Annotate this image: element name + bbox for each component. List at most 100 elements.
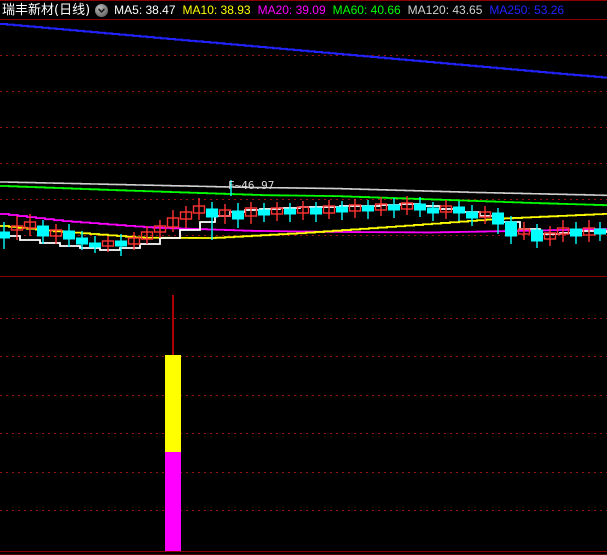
legend-ma20: MA20: 39.09 bbox=[257, 3, 326, 17]
gridline bbox=[0, 510, 607, 511]
candle-body bbox=[453, 206, 465, 214]
gridline bbox=[0, 395, 607, 396]
gridline bbox=[0, 91, 607, 92]
candle bbox=[362, 200, 374, 219]
candle bbox=[206, 202, 218, 240]
candle-body bbox=[336, 206, 348, 213]
candle bbox=[296, 201, 310, 220]
price-annotation: F~46.97 bbox=[228, 179, 275, 192]
candle bbox=[478, 206, 492, 224]
header-separator bbox=[0, 19, 607, 20]
candle-body bbox=[310, 207, 322, 215]
candle-body bbox=[284, 208, 296, 215]
candle-body bbox=[153, 225, 167, 233]
candle bbox=[179, 206, 193, 228]
ma10-line bbox=[0, 212, 607, 239]
lower-segment bbox=[165, 452, 181, 551]
candle-body bbox=[23, 221, 37, 229]
candle-body bbox=[322, 205, 336, 214]
candle-body bbox=[517, 228, 531, 235]
candle bbox=[0, 222, 10, 249]
candle-body bbox=[179, 211, 193, 220]
candle bbox=[232, 203, 244, 228]
candle bbox=[400, 196, 414, 215]
candle-body bbox=[296, 206, 310, 214]
candle bbox=[76, 231, 88, 250]
candle-body bbox=[127, 237, 141, 245]
main-price-pane[interactable] bbox=[0, 20, 607, 276]
candle-body bbox=[505, 221, 517, 237]
main-pane-bottom-border bbox=[0, 276, 607, 277]
legend-ma60: MA60: 40.66 bbox=[332, 3, 401, 17]
candle bbox=[89, 236, 101, 253]
candle-body bbox=[543, 232, 557, 240]
candle-body bbox=[492, 212, 504, 225]
candle-body bbox=[258, 209, 270, 216]
candle-body bbox=[0, 231, 10, 239]
price-series-layer bbox=[0, 23, 607, 256]
gridline bbox=[0, 199, 607, 200]
upper-segment bbox=[165, 355, 181, 452]
candle bbox=[140, 226, 154, 244]
candle bbox=[37, 220, 49, 244]
candle bbox=[505, 216, 517, 244]
candle bbox=[594, 222, 606, 241]
candle-body bbox=[37, 225, 49, 237]
indicator-bar-layer bbox=[165, 295, 181, 551]
gridline bbox=[0, 127, 607, 128]
candle bbox=[414, 197, 426, 217]
legend-ma120: MA120: 43.65 bbox=[407, 3, 483, 17]
candle-body bbox=[374, 203, 388, 211]
candle-body bbox=[594, 228, 606, 235]
candle bbox=[166, 210, 180, 232]
candle bbox=[531, 224, 543, 248]
candle bbox=[310, 202, 322, 222]
chart-header: 瑞丰新材(日线) MA5: 38.47 MA10: 38.93 MA20: 39… bbox=[0, 0, 607, 20]
candle bbox=[63, 224, 75, 247]
candle-body bbox=[414, 203, 426, 211]
ma250-line bbox=[0, 23, 607, 79]
candle-body bbox=[570, 228, 582, 237]
candle bbox=[348, 199, 362, 218]
stock-title: 瑞丰新材(日线) bbox=[2, 2, 91, 18]
candle bbox=[23, 214, 37, 236]
candle bbox=[218, 204, 232, 224]
candle-body bbox=[192, 205, 206, 214]
candle-body bbox=[270, 207, 284, 215]
candle-body bbox=[400, 202, 414, 210]
candle-body bbox=[388, 204, 400, 211]
candle-body bbox=[140, 231, 154, 240]
candle bbox=[492, 208, 504, 234]
candle bbox=[244, 202, 258, 224]
window-bottom-border bbox=[0, 551, 607, 552]
candle bbox=[258, 203, 270, 222]
candle bbox=[10, 216, 24, 240]
candle bbox=[374, 197, 388, 216]
candle bbox=[270, 202, 284, 221]
legend-ma5: MA5: 38.47 bbox=[114, 3, 176, 17]
ma120-line bbox=[0, 181, 607, 197]
candle-body bbox=[63, 230, 75, 240]
candle bbox=[192, 198, 206, 220]
candle-body bbox=[427, 207, 439, 214]
candle-body bbox=[556, 227, 570, 235]
window-top-border bbox=[0, 0, 607, 1]
candle-body bbox=[76, 237, 88, 245]
candle bbox=[127, 232, 141, 250]
candle-body bbox=[49, 229, 63, 237]
sub-indicator-pane[interactable] bbox=[0, 279, 607, 555]
candle bbox=[49, 224, 63, 244]
candle-body bbox=[206, 208, 218, 218]
candle bbox=[153, 220, 167, 238]
candle-body bbox=[101, 240, 115, 247]
candle bbox=[115, 234, 127, 256]
candle-body bbox=[244, 207, 258, 217]
candle-body bbox=[362, 205, 374, 212]
candle-body bbox=[115, 240, 127, 247]
gridline bbox=[0, 163, 607, 164]
gridline bbox=[0, 472, 607, 473]
candle bbox=[284, 203, 296, 222]
chevron-down-circle-icon[interactable] bbox=[95, 3, 109, 17]
gridline bbox=[0, 356, 607, 357]
